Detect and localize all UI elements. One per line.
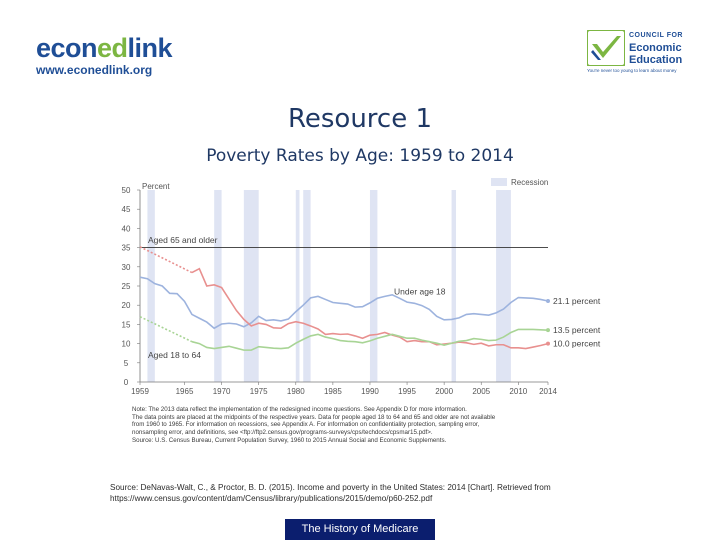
annotation-aged-65-and-older: Aged 65 and older (148, 235, 218, 245)
x-tick-label-1975: 1975 (250, 387, 268, 396)
x-tick-label-2010: 2010 (509, 387, 527, 396)
citation-line-1: Source: DeNavas-Walt, C., & Proctor, B. … (110, 483, 551, 492)
poverty-rate-chart: 0 5 10 15 20 25 30 35 40 45 50 1959 1965 1970 1975 1980… (122, 178, 601, 396)
x-tick-label-2014: 2014 (539, 387, 557, 396)
x-tick-label-2000: 2000 (435, 387, 453, 396)
end-label-18-to-64: 13.5 percent (553, 325, 601, 335)
y-tick-label-30: 30 (122, 263, 131, 272)
note-line-3: from 1960 to 1965. For information on re… (132, 421, 480, 429)
note-line-4: nonsampling error, and definitions, see … (132, 428, 433, 436)
annotation-under-age-18: Under age 18 (394, 286, 446, 296)
econedlink-url: www.econedlink.org (36, 63, 153, 77)
note-line-1: Note: The 2013 data reflect the implemen… (132, 406, 467, 413)
series-endpoint-1 (546, 298, 550, 303)
logo-word-ed: ed (97, 33, 128, 63)
cee-wordmark: COUNCIL FOR Economic Education (629, 30, 683, 66)
econedlink-logo: econedlink www.econedlink.org (36, 33, 173, 77)
series-line-dashed-2 (139, 246, 193, 274)
series-endpoint-3 (546, 328, 550, 333)
y-tick-label-25: 25 (122, 282, 131, 291)
slide-title: Resource 1 (287, 104, 433, 134)
legend-swatch (491, 178, 507, 186)
y-tick-label-35: 35 (122, 244, 131, 253)
cee-logo: COUNCIL FOR Economic Education You're ne… (587, 28, 697, 78)
cee-line-2: Economic (629, 42, 682, 54)
series-line-1 (139, 276, 549, 330)
recession-band-4 (295, 190, 300, 382)
y-tick-label-45: 45 (122, 205, 131, 214)
series-line-dashed-3 (139, 315, 193, 343)
note-line-2: The data points are placed at the midpoi… (132, 413, 496, 421)
y-tick-label-0: 0 (124, 378, 129, 387)
recession-band-8 (496, 190, 511, 382)
x-tick-label-1959: 1959 (131, 387, 149, 396)
y-tick-label-10: 10 (122, 340, 131, 349)
x-tick-label-1965: 1965 (176, 387, 194, 396)
citation: Source: DeNavas-Walt, C., & Proctor, B. … (110, 482, 551, 504)
series-endpoint-2 (546, 341, 550, 346)
x-tick-label-1995: 1995 (398, 387, 416, 396)
logo-word-link: link (127, 33, 173, 63)
citation-line-2: https://www.census.gov/content/dam/Censu… (110, 494, 433, 503)
footer-label: The History of Medicare (301, 523, 419, 535)
recession-band-1 (147, 190, 155, 382)
cee-tagline: You're never too young to learn about mo… (587, 68, 677, 73)
x-tick-label-1990: 1990 (361, 387, 379, 396)
series-line-3 (191, 328, 549, 351)
footer-bar: The History of Medicare (285, 519, 435, 540)
y-axis-title: Percent (142, 182, 170, 191)
cee-line-1: COUNCIL FOR (629, 32, 683, 39)
legend-label: Recession (511, 178, 548, 187)
x-tick-label-2005: 2005 (472, 387, 490, 396)
y-tick-label-40: 40 (122, 224, 131, 233)
y-tick-label-5: 5 (124, 359, 129, 368)
note-line-5: Source: U.S. Census Bureau, Current Popu… (132, 437, 447, 445)
chart-notes: Note: The 2013 data reflect the implemen… (132, 406, 572, 445)
annotation-aged-18-to-64: Aged 18 to 64 (148, 350, 201, 360)
logo-word-econ: econ (36, 33, 98, 63)
recession-band-5 (303, 190, 311, 382)
x-tick-label-1980: 1980 (287, 387, 305, 396)
recession-band-7 (451, 190, 457, 382)
end-label-65-and-older: 10.0 percent (553, 339, 601, 349)
y-tick-label-15: 15 (122, 320, 131, 329)
slide-subtitle: Poverty Rates by Age: 1959 to 2014 (206, 146, 514, 166)
recession-band-6 (369, 190, 378, 382)
y-tick-label-50: 50 (122, 186, 131, 195)
series-line-2 (191, 267, 549, 350)
cee-emblem-icon (587, 30, 625, 66)
cee-line-3: Education (629, 54, 683, 66)
x-tick-label-1985: 1985 (324, 387, 342, 396)
y-tick-label-20: 20 (122, 301, 131, 310)
end-label-under-18: 21.1 percent (553, 296, 601, 306)
recession-band-3 (243, 190, 259, 382)
econedlink-wordmark: econedlink (36, 33, 173, 63)
x-tick-label-1970: 1970 (213, 387, 231, 396)
